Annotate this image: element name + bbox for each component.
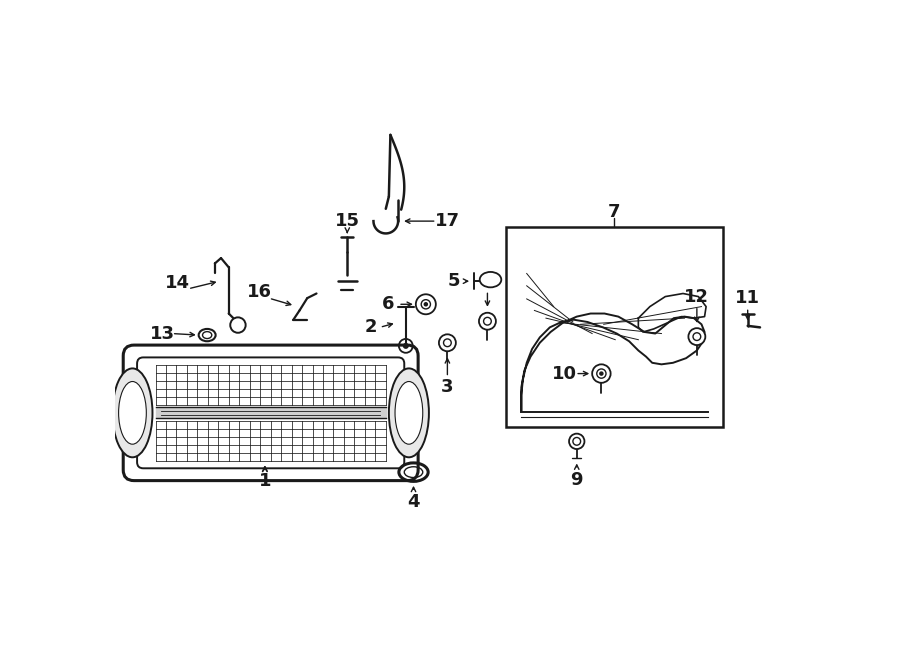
Circle shape bbox=[421, 300, 430, 309]
Circle shape bbox=[693, 333, 701, 340]
Text: 7: 7 bbox=[608, 203, 621, 221]
Text: 16: 16 bbox=[247, 283, 272, 301]
FancyBboxPatch shape bbox=[137, 357, 404, 468]
Ellipse shape bbox=[202, 332, 211, 338]
Ellipse shape bbox=[119, 381, 147, 444]
Text: 12: 12 bbox=[684, 287, 709, 306]
Circle shape bbox=[688, 328, 706, 345]
Circle shape bbox=[424, 303, 428, 306]
Circle shape bbox=[444, 339, 451, 347]
Text: 9: 9 bbox=[571, 471, 583, 489]
Text: 14: 14 bbox=[166, 273, 191, 292]
Circle shape bbox=[599, 372, 603, 375]
Circle shape bbox=[416, 295, 436, 314]
Circle shape bbox=[573, 438, 580, 445]
Ellipse shape bbox=[480, 272, 501, 287]
Text: 8: 8 bbox=[482, 272, 494, 290]
Text: 17: 17 bbox=[435, 212, 460, 230]
Ellipse shape bbox=[199, 329, 216, 341]
Text: 11: 11 bbox=[735, 289, 760, 307]
Text: 3: 3 bbox=[441, 379, 454, 397]
Ellipse shape bbox=[389, 369, 429, 457]
Circle shape bbox=[403, 344, 408, 348]
Text: 5: 5 bbox=[447, 272, 460, 290]
Circle shape bbox=[230, 317, 246, 333]
Ellipse shape bbox=[395, 381, 423, 444]
Text: 4: 4 bbox=[408, 493, 419, 511]
Circle shape bbox=[592, 364, 610, 383]
Circle shape bbox=[479, 312, 496, 330]
Text: 13: 13 bbox=[150, 324, 175, 342]
Text: 10: 10 bbox=[552, 365, 577, 383]
Text: 6: 6 bbox=[382, 295, 394, 313]
Text: 15: 15 bbox=[335, 212, 360, 230]
Circle shape bbox=[483, 317, 491, 325]
Text: 2: 2 bbox=[364, 318, 376, 336]
Text: 1: 1 bbox=[258, 473, 271, 491]
Circle shape bbox=[569, 434, 584, 449]
Circle shape bbox=[597, 369, 606, 378]
Ellipse shape bbox=[112, 369, 152, 457]
Circle shape bbox=[439, 334, 456, 352]
Bar bbox=[506, 227, 723, 428]
FancyBboxPatch shape bbox=[123, 345, 418, 481]
